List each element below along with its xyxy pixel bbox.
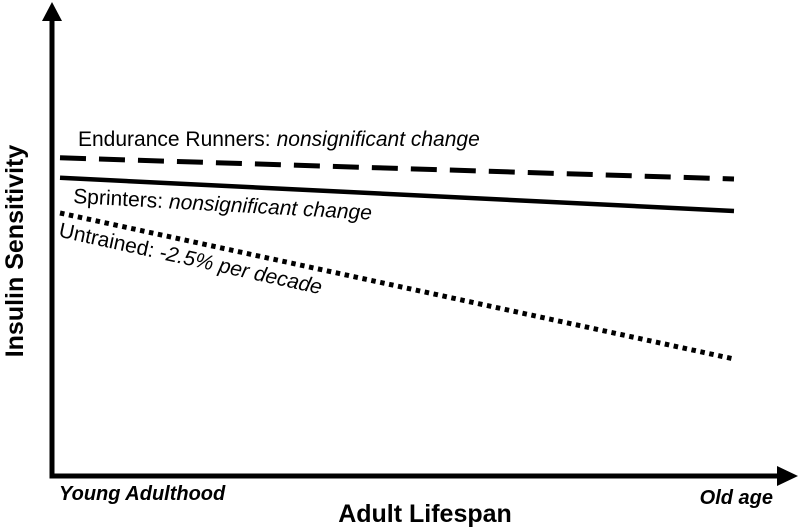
x-tick-old-age: Old age <box>699 487 773 509</box>
series-line-sprinters <box>59 175 735 214</box>
endurance-runners-label-name: Endurance Runners: <box>78 128 271 151</box>
x-tick-young-adulthood: Young Adulthood <box>59 483 226 505</box>
y-axis-title: Insulin Sensitivity <box>1 144 29 358</box>
series-line-untrained <box>59 210 735 362</box>
endurance-runners-label: Endurance Runners: nonsignificant change <box>78 127 480 152</box>
y-axis-arrowhead-icon <box>42 2 62 21</box>
series-line-endurance-runners <box>59 155 735 182</box>
x-axis-title: Adult Lifespan <box>338 500 512 528</box>
endurance-runners-label-annotation: nonsignificant change <box>276 128 480 151</box>
series-lines-group <box>59 155 735 362</box>
x-axis-arrowhead-icon <box>777 466 798 486</box>
sprinters-label-name: Sprinters: <box>72 184 164 213</box>
